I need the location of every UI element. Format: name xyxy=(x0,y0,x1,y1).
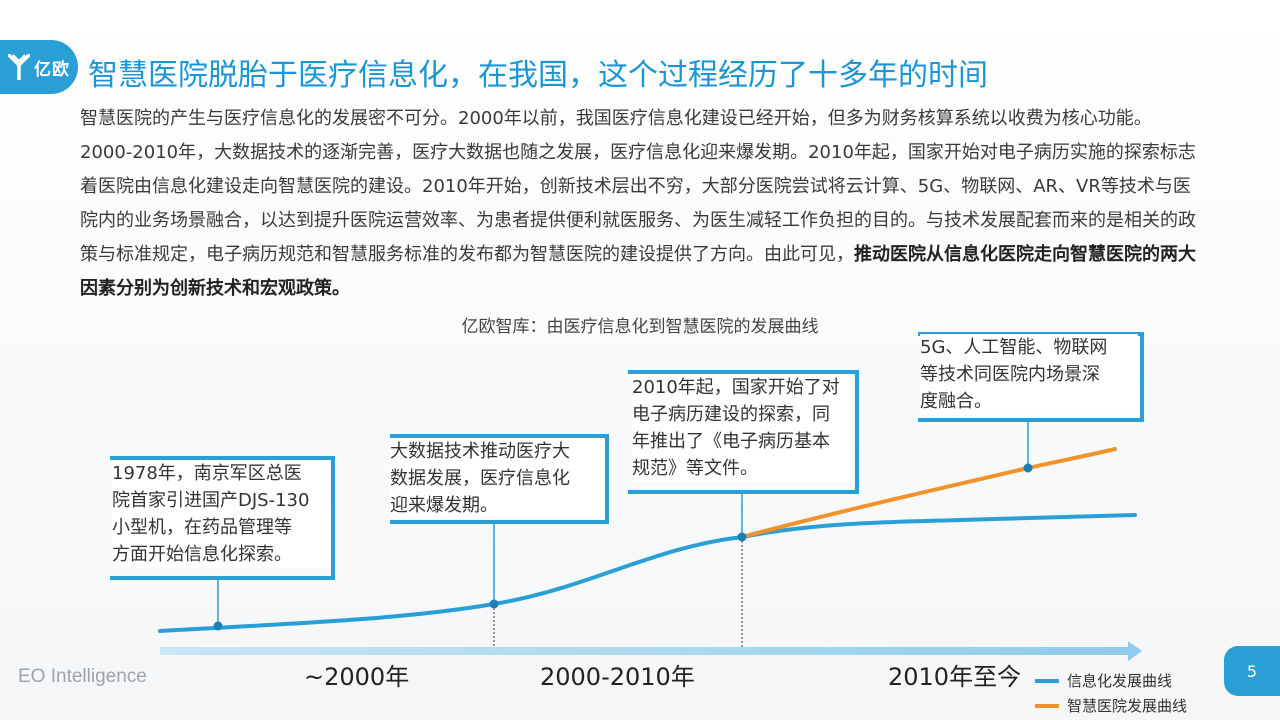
paragraph-conclusion: 推动医院从信息化医院走向智慧医院的两大因素分别为创新技术和宏观政策。 xyxy=(80,244,1196,299)
annotation-2010: 2010年起，国家开始了对 电子病历建设的探索，同 年推出了《电子病历基本 规范… xyxy=(632,374,854,482)
callout-frame xyxy=(110,456,335,580)
callout-frame xyxy=(390,434,609,524)
logo: 亿欧 xyxy=(0,40,78,94)
paragraph-text: 智慧医院的产生与医疗信息化的发展密不可分。2000年以前，我国医疗信息化建设已经… xyxy=(80,108,1196,265)
point-2010 xyxy=(737,532,747,542)
point-1978 xyxy=(213,621,223,631)
period-label: 2000-2010年 xyxy=(540,663,695,691)
timeline-arrow-icon xyxy=(1128,641,1142,661)
logo-mark-icon xyxy=(8,54,30,80)
annotation-text: 1978年，南京军区总医 院首家引进国产DJS-130 小型机，在药品管理等 方… xyxy=(112,463,310,565)
annotation-text: 大数据技术推动医疗大 数据发展，医疗信息化 迎来爆发期。 xyxy=(390,441,570,516)
annotation-2000: 大数据技术推动医疗大 数据发展，医疗信息化 迎来爆发期。 xyxy=(390,438,604,519)
legend-label: 信息化发展曲线 xyxy=(1067,672,1173,690)
legend-item: 信息化发展曲线 xyxy=(1035,668,1187,693)
annotation-text: 5G、人工智能、物联网 等技术同医院内场景深 度融合。 xyxy=(920,337,1108,412)
footer-brand: EO Intelligence xyxy=(18,666,147,687)
body-paragraph: 智慧医院的产生与医疗信息化的发展密不可分。2000年以前，我国医疗信息化建设已经… xyxy=(80,102,1200,306)
point-2000 xyxy=(489,599,499,609)
legend-swatch xyxy=(1035,678,1059,683)
page-title: 智慧医院脱胎于医疗信息化，在我国，这个过程经历了十多年的时间 xyxy=(88,58,988,93)
page-number: 5 xyxy=(1224,646,1280,696)
logo-text: 亿欧 xyxy=(34,59,70,80)
point-5g xyxy=(1023,463,1033,473)
period-label: 2010年至今 xyxy=(888,663,1022,691)
annotation-text: 2010年起，国家开始了对 电子病历建设的探索，同 年推出了《电子病历基本 规范… xyxy=(632,377,840,479)
legend-label: 智慧医院发展曲线 xyxy=(1067,697,1188,715)
legend-item: 智慧医院发展曲线 xyxy=(1035,693,1187,718)
period-label: ~2000年 xyxy=(304,663,410,691)
timeline-axis xyxy=(160,647,1130,655)
legend-swatch xyxy=(1035,703,1059,708)
series-line-smart-hospital xyxy=(740,447,1117,539)
chart-title: 亿欧智库：由医疗信息化到智慧医院的发展曲线 xyxy=(461,317,819,337)
annotation-5g: 5G、人工智能、物联网 等技术同医院内场景深 度融合。 xyxy=(920,334,1138,415)
chart-legend: 信息化发展曲线 智慧医院发展曲线 xyxy=(1035,668,1187,718)
annotation-1978: 1978年，南京军区总医 院首家引进国产DJS-130 小型机，在药品管理等 方… xyxy=(112,460,330,568)
series-line-informatization xyxy=(158,513,1137,633)
